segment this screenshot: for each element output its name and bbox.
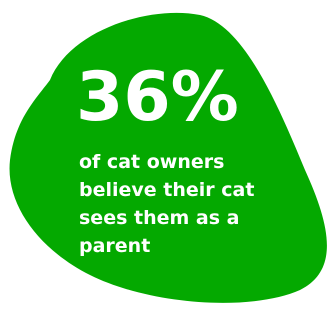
stat-caption: of cat owners believe their cat sees the… — [79, 151, 255, 257]
stat-percentage: 36% — [76, 58, 239, 137]
